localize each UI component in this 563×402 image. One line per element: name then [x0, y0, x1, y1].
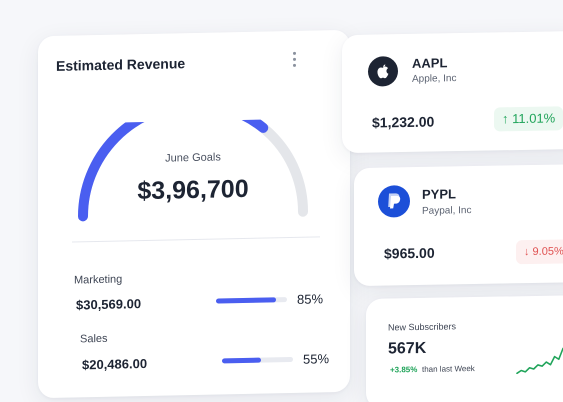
- stock-card-aapl[interactable]: AAPL Apple, Inc $1,232.00 ↑ 11.01%: [342, 30, 563, 154]
- company-name: Paypal, Inc: [422, 205, 472, 217]
- company-name: Apple, Inc: [412, 73, 457, 85]
- gauge-fill: [78, 118, 308, 222]
- new-subscribers-card[interactable]: New Subscribers 567K +3.85% than last We…: [366, 295, 563, 402]
- estimated-revenue-card: Estimated Revenue June Goals $3,96,700 M…: [38, 29, 350, 399]
- sales-progress-bar: [222, 356, 293, 364]
- sparkline-path: [516, 347, 563, 375]
- sales-amount: $20,486.00: [82, 355, 148, 373]
- stock-price: $965.00: [384, 244, 435, 262]
- apple-icon: [368, 56, 398, 87]
- subscribers-change: +3.85%: [390, 365, 418, 375]
- stock-ticker: AAPL: [412, 55, 448, 71]
- marketing-progress-fill: [216, 297, 277, 304]
- subscribers-sparkline: [516, 347, 563, 375]
- subscribers-label: New Subscribers: [388, 321, 457, 333]
- stock-ticker: PYPL: [422, 186, 456, 202]
- price-change-badge: ↓ 9.05%: [516, 239, 563, 265]
- sales-percent: 55%: [303, 351, 330, 367]
- more-options-icon[interactable]: [284, 49, 304, 71]
- sales-label: Sales: [80, 332, 108, 346]
- paypal-icon: [378, 185, 410, 218]
- subscribers-value: 567K: [388, 339, 427, 358]
- stock-card-pypl[interactable]: PYPL Paypal, Inc $965.00 ↓ 9.05%: [354, 163, 563, 287]
- goal-gauge: [78, 118, 308, 222]
- marketing-progress-bar: [216, 297, 287, 304]
- sales-progress-fill: [222, 357, 262, 364]
- stock-price: $1,232.00: [372, 113, 435, 131]
- marketing-amount: $30,569.00: [76, 296, 142, 313]
- divider: [72, 236, 320, 243]
- price-change-badge: ↑ 11.01%: [494, 106, 563, 132]
- marketing-label: Marketing: [74, 273, 123, 287]
- marketing-percent: 85%: [297, 291, 324, 307]
- subscribers-period: than last Week: [422, 364, 475, 374]
- card-title: Estimated Revenue: [56, 55, 186, 74]
